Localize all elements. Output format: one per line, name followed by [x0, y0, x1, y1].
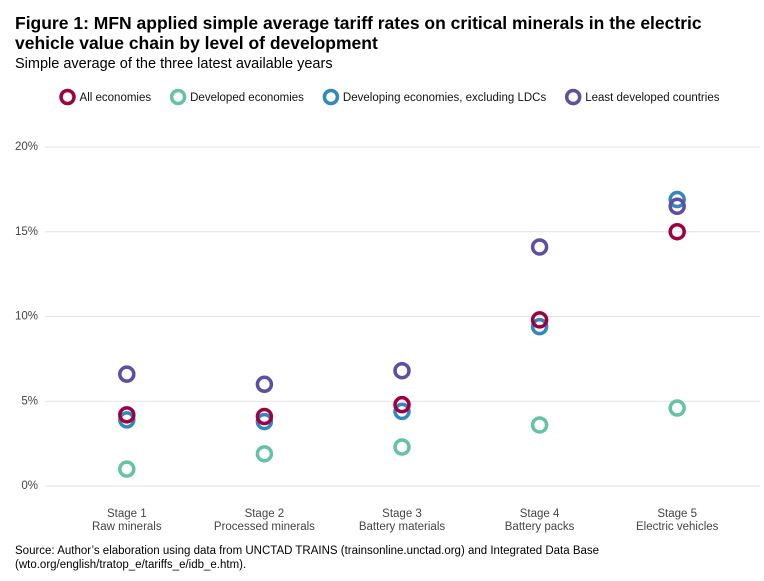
x-tick-label: Stage 4	[520, 508, 560, 520]
legend-label: All economies	[80, 92, 152, 104]
legend-label: Least developed countries	[585, 92, 720, 104]
dot	[118, 406, 136, 424]
x-tick-label: Stage 3	[382, 508, 422, 520]
x-tick-label: Electric vehicles	[636, 521, 719, 533]
dot	[393, 402, 411, 421]
legend-marker	[59, 88, 76, 106]
y-tick-label: 0%	[21, 480, 38, 492]
legend-marker	[322, 88, 340, 106]
dot	[530, 238, 549, 256]
dot	[118, 365, 136, 383]
dot	[668, 399, 686, 417]
y-tick-label: 10%	[15, 311, 38, 323]
source-note: Source: Author’s elaboration using data …	[15, 545, 600, 571]
legend-label: Developing economies, excluding LDCs	[343, 92, 547, 104]
dot	[530, 311, 549, 329]
dot	[530, 317, 549, 336]
y-tick-label: 20%	[15, 141, 38, 153]
chart-title: Figure 1: MFN applied simple average tar…	[15, 13, 702, 53]
dot	[118, 460, 136, 478]
y-tick-label: 5%	[21, 395, 38, 407]
legend-marker	[564, 88, 582, 106]
x-tick-label: Stage 5	[657, 508, 697, 520]
legend-label: Developed economies	[190, 92, 304, 104]
dot	[668, 197, 686, 216]
x-tick-label: Battery materials	[359, 521, 446, 533]
y-tick-label: 15%	[15, 226, 38, 238]
dot	[255, 445, 274, 463]
x-tick-label: Raw minerals	[92, 521, 162, 533]
dot	[393, 438, 411, 456]
x-tick-label: Processed minerals	[214, 521, 315, 533]
chart-subtitle: Simple average of the three latest avail…	[15, 56, 333, 72]
dot	[255, 375, 274, 394]
x-tick-label: Stage 1	[107, 508, 147, 520]
dot	[668, 222, 686, 241]
x-tick-label: Stage 2	[245, 508, 285, 520]
x-tick-label: Battery packs	[505, 521, 575, 533]
dot	[255, 407, 274, 426]
dot	[530, 416, 549, 434]
legend-marker	[169, 88, 187, 106]
dot	[393, 395, 411, 414]
dot	[393, 361, 411, 380]
dot	[668, 190, 686, 209]
